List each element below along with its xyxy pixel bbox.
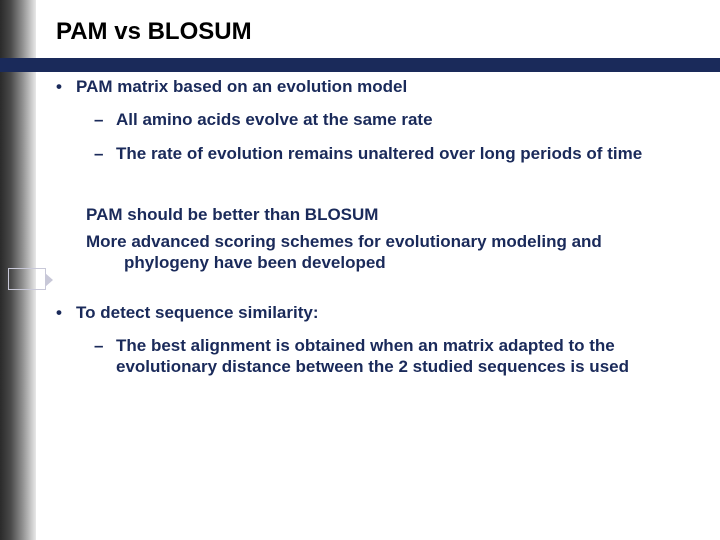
slide-content-wrap: PAM matrix based on an evolution model A… (48, 0, 720, 389)
arrow-decor (8, 268, 46, 290)
spacer (48, 280, 680, 302)
bullet-level2: The best alignment is obtained when an m… (116, 335, 680, 378)
bullet-level1: PAM matrix based on an evolution model (76, 76, 680, 97)
bullet-level2: The rate of evolution remains unaltered … (116, 143, 680, 164)
plain-line: PAM should be better than BLOSUM (86, 204, 680, 225)
bullet-level1: To detect sequence similarity: (76, 302, 680, 323)
plain-line: More advanced scoring schemes for evolut… (86, 231, 680, 274)
spacer (48, 176, 680, 204)
content-area: PAM matrix based on an evolution model A… (48, 76, 720, 377)
bullet-level2: All amino acids evolve at the same rate (116, 109, 680, 130)
